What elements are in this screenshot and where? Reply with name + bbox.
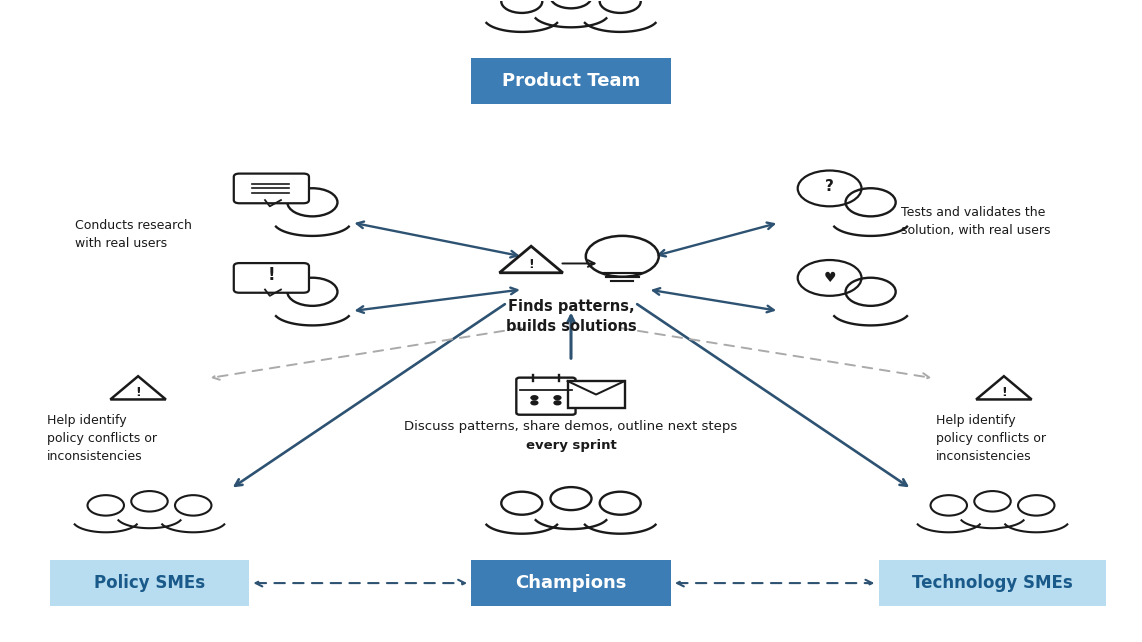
Text: !: ! xyxy=(267,266,275,284)
Circle shape xyxy=(531,395,538,399)
FancyBboxPatch shape xyxy=(878,560,1107,606)
Circle shape xyxy=(554,395,561,399)
Text: Product Team: Product Team xyxy=(501,73,641,91)
FancyBboxPatch shape xyxy=(568,381,625,408)
Circle shape xyxy=(531,401,538,404)
Text: ?: ? xyxy=(826,179,834,194)
FancyBboxPatch shape xyxy=(234,173,309,204)
Text: !: ! xyxy=(135,386,140,399)
Text: Conducts research
with real users: Conducts research with real users xyxy=(75,219,192,250)
Text: Discuss patterns, share demos, outline next steps: Discuss patterns, share demos, outline n… xyxy=(404,420,738,433)
Text: Champions: Champions xyxy=(515,574,627,592)
Circle shape xyxy=(554,401,561,404)
Text: !: ! xyxy=(529,258,534,272)
Text: Help identify
policy conflicts or
inconsistencies: Help identify policy conflicts or incons… xyxy=(47,413,156,463)
Text: Policy SMEs: Policy SMEs xyxy=(94,574,206,592)
Text: Finds patterns,
builds solutions: Finds patterns, builds solutions xyxy=(506,299,636,334)
FancyBboxPatch shape xyxy=(50,560,249,606)
FancyBboxPatch shape xyxy=(234,263,309,293)
FancyBboxPatch shape xyxy=(516,377,576,415)
Text: !: ! xyxy=(1002,386,1007,399)
Text: Tests and validates the
solution, with real users: Tests and validates the solution, with r… xyxy=(901,207,1051,238)
Text: every sprint: every sprint xyxy=(525,439,617,452)
FancyBboxPatch shape xyxy=(472,560,670,606)
Text: Technology SMEs: Technology SMEs xyxy=(912,574,1072,592)
Text: Help identify
policy conflicts or
inconsistencies: Help identify policy conflicts or incons… xyxy=(935,413,1046,463)
FancyBboxPatch shape xyxy=(472,58,670,104)
Text: ♥: ♥ xyxy=(823,271,836,285)
